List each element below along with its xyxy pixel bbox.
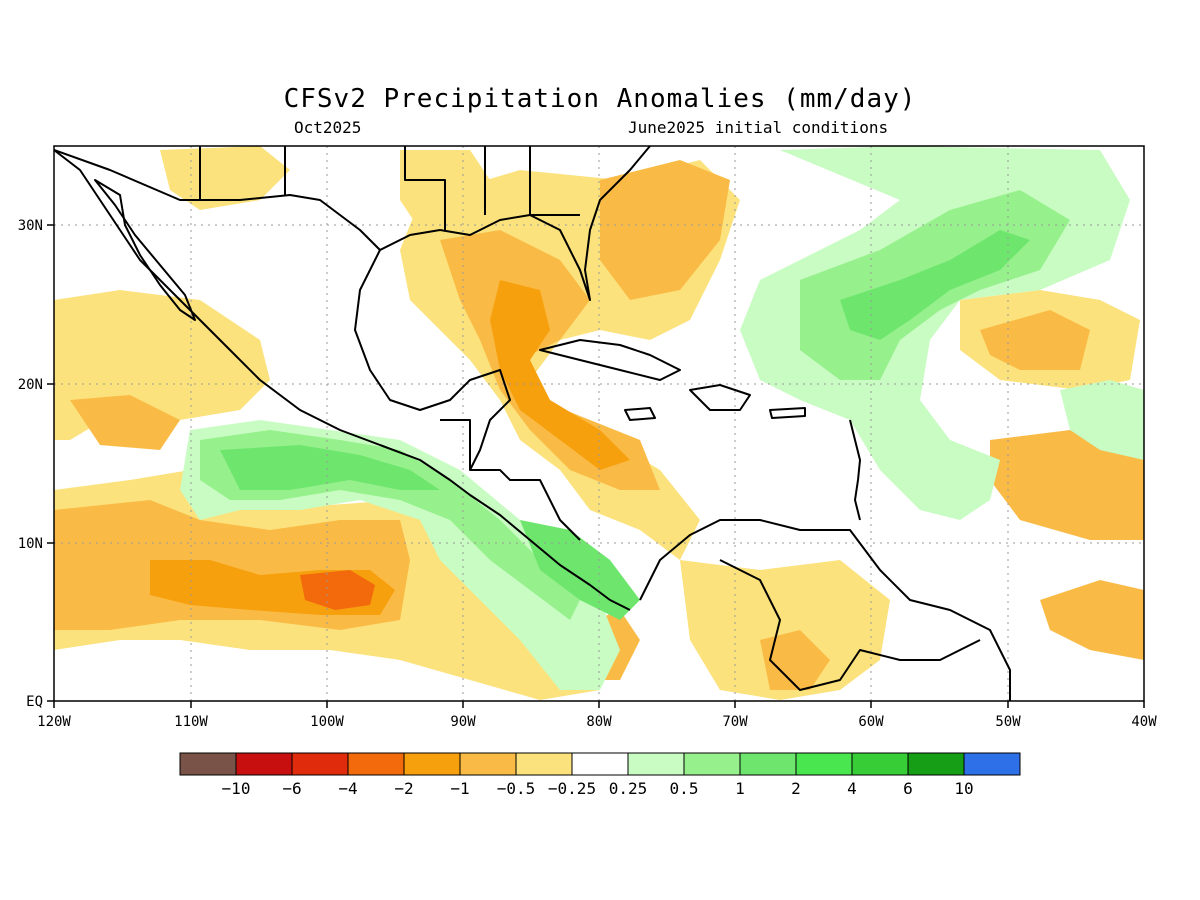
- colorbar-swatch: [739, 752, 797, 776]
- atlantic-subtropical-dry: [600, 160, 730, 300]
- lon-label-100w: 100W: [310, 714, 344, 730]
- colorbar-swatch: [515, 752, 573, 776]
- south-america-dry-core: [760, 630, 830, 690]
- panama-wet: [520, 520, 640, 620]
- colorbar-swatch: [683, 752, 741, 776]
- latitude-labels: EQ 10N 20N 30N: [18, 218, 43, 710]
- mexico-pacific-coast: [54, 149, 631, 611]
- us-gulf-coast: [379, 146, 651, 301]
- south-america-interior-border: [719, 559, 981, 691]
- east-atlantic-dry-north-core: [980, 310, 1090, 370]
- colorbar-swatch: [571, 752, 629, 776]
- graticule: [54, 146, 1144, 701]
- caribbean-dry-inner: [490, 280, 630, 470]
- east-atlantic-dry-mid: [990, 430, 1144, 540]
- colorbar-label: 0.5: [670, 779, 699, 798]
- baja-california: [94, 179, 196, 321]
- lon-label-120w: 120W: [37, 714, 71, 730]
- colorbar-swatch: [291, 752, 349, 776]
- west-atlantic-wet-right: [1060, 380, 1144, 460]
- colorbar-swatch: [907, 752, 965, 776]
- gulf-caribbean-dry-core: [440, 230, 660, 490]
- lat-label-30n: 30N: [18, 218, 43, 234]
- colorbar-label: 2: [791, 779, 801, 798]
- colorbar-label: 6: [903, 779, 913, 798]
- colorbar-label: −0.25: [548, 779, 596, 798]
- colorbar-swatch: [179, 752, 237, 776]
- colorbar-label: −2: [394, 779, 413, 798]
- pacific-dry-max: [300, 570, 375, 610]
- initial-conditions: June2025 initial conditions: [628, 118, 889, 137]
- pacific-wet-inner: [220, 445, 440, 490]
- lon-label-110w: 110W: [174, 714, 208, 730]
- anomaly-field: [54, 146, 1144, 701]
- south-america-coast: [639, 519, 1011, 701]
- central-america-borders: [440, 419, 581, 541]
- mexico-pacific-dry-core: [70, 395, 180, 450]
- colorbar: −10 −6 −4 −2 −1 −0.5 −0.25 0.25 0.5 1 2 4 6 10: [179, 752, 1021, 798]
- colorbar-swatch: [627, 752, 685, 776]
- colorbar-swatch: [963, 752, 1021, 776]
- lon-label-50w: 50W: [995, 714, 1021, 730]
- colorbar-swatch: [795, 752, 853, 776]
- colorbar-label: −1: [450, 779, 469, 798]
- tick-marks: [47, 224, 1145, 708]
- atlantic-wet-inner: [840, 230, 1030, 340]
- colorbar-label: −10: [222, 779, 251, 798]
- colorbar-swatch: [403, 752, 461, 776]
- jamaica: [624, 407, 656, 421]
- hispaniola: [689, 384, 751, 411]
- colorbar-label: −0.5: [497, 779, 536, 798]
- coastlines: [54, 146, 1011, 701]
- colorbar-swatch: [459, 752, 517, 776]
- colorbar-label: −6: [282, 779, 301, 798]
- gulf-coast: [354, 249, 511, 471]
- us-state-lines: [199, 146, 580, 230]
- baja-dry: [160, 146, 290, 210]
- longitude-labels: 120W 110W 100W 90W 80W 70W 60W 50W 40W: [37, 714, 1157, 730]
- colorbar-label: 0.25: [609, 779, 648, 798]
- puerto-rico: [769, 407, 806, 419]
- east-atlantic-dry-south: [1040, 580, 1144, 660]
- lon-label-40w: 40W: [1131, 714, 1157, 730]
- us-mexico-border: [54, 149, 381, 251]
- colorbar-label: −4: [338, 779, 357, 798]
- lat-label-eq: EQ: [26, 694, 43, 710]
- map-title: CFSv2 Precipitation Anomalies (mm/day): [283, 84, 917, 114]
- south-america-dry: [680, 560, 890, 700]
- dry-anomaly-regions: [54, 146, 1144, 700]
- lat-label-10n: 10N: [18, 536, 43, 552]
- colorbar-label: 10: [954, 779, 973, 798]
- colorbar-swatch: [347, 752, 405, 776]
- colorbar-label: 4: [847, 779, 857, 798]
- colorbar-swatch: [235, 752, 293, 776]
- wet-anomaly-regions: [180, 146, 1144, 690]
- forecast-month: Oct2025: [294, 118, 362, 137]
- cuba: [539, 339, 681, 381]
- lon-label-90w: 90W: [450, 714, 476, 730]
- lat-label-20n: 20N: [18, 377, 43, 393]
- lon-label-80w: 80W: [586, 714, 612, 730]
- lon-label-60w: 60W: [858, 714, 884, 730]
- colorbar-label: 1: [735, 779, 745, 798]
- lon-label-70w: 70W: [722, 714, 748, 730]
- colorbar-swatch: [851, 752, 909, 776]
- lesser-antilles: [849, 419, 861, 521]
